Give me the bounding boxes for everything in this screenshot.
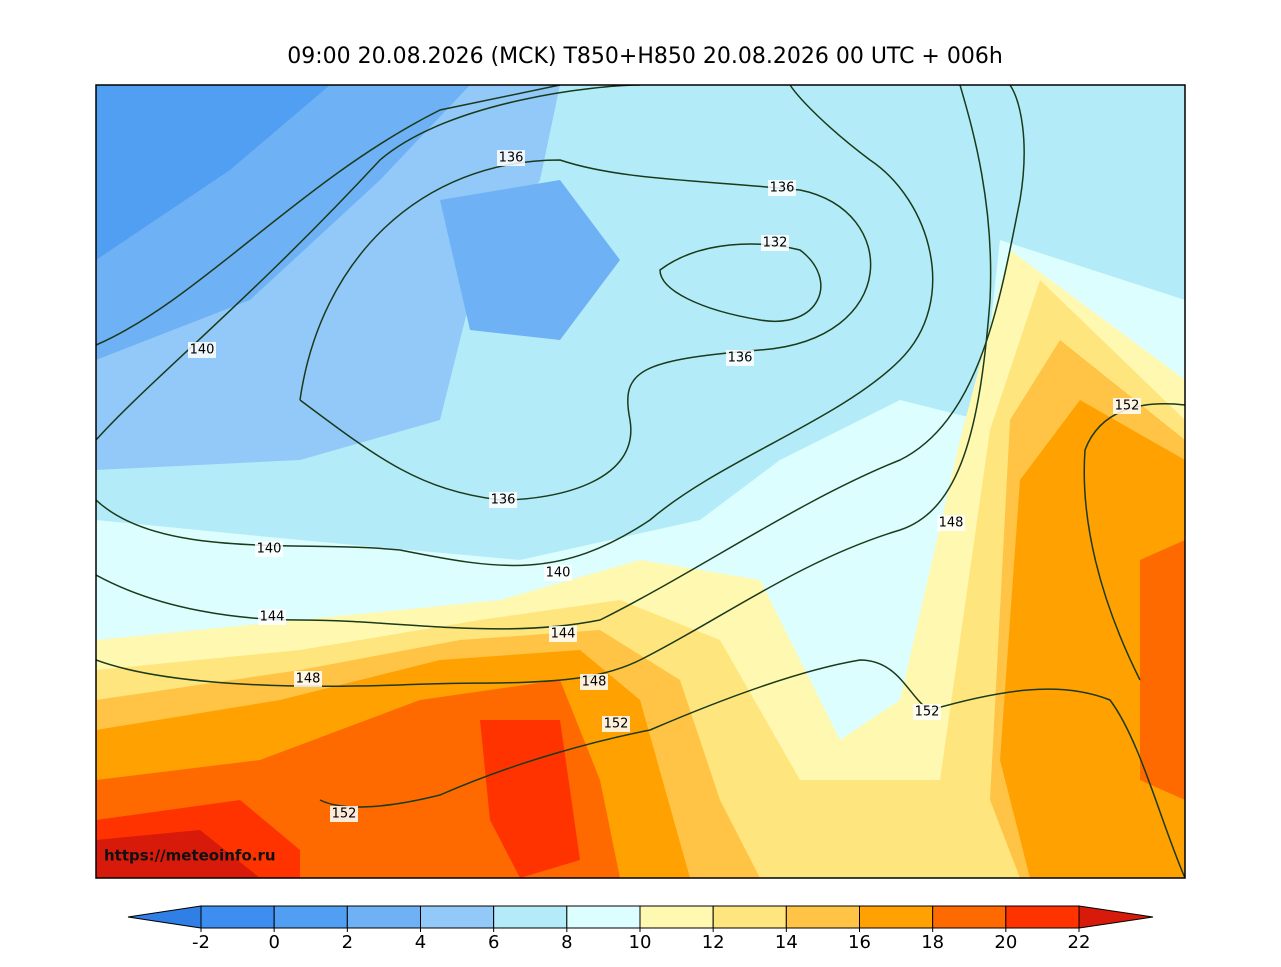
contour-label-bg [294,671,322,687]
contour-label: 152 [915,705,940,720]
contour-label-bg [913,704,941,720]
contour-label: 140 [257,542,282,557]
contour-label-bg [580,674,608,690]
contour-label-bg [602,716,630,732]
contour-label-bg [768,180,796,196]
contour-label-bg [188,342,216,358]
colorbar-tick-label: 6 [488,932,499,953]
contour-label: 144 [260,610,285,625]
colorbar-tick-label: 4 [415,932,426,953]
contour-label-bg [255,541,283,557]
contour-label: 140 [546,566,571,581]
contour-label: 140 [190,343,215,358]
contour-label: 136 [770,181,795,196]
map-field [96,85,1185,878]
colorbar-tick-label: 12 [702,932,725,953]
colorbar-bin [346,905,422,929]
colorbar-bin [566,905,641,929]
contour-label: 148 [296,672,321,687]
contour-label: 144 [551,627,576,642]
contour-label: 132 [763,236,788,251]
map-frame [95,84,1186,879]
colorbar-tick-label: 2 [342,932,353,953]
contour-label-bg [330,806,358,822]
colorbar-bin [712,905,787,929]
contour-label: 136 [491,493,516,508]
colorbar-extend-high [1078,905,1154,929]
colorbar-tick-label: 20 [994,932,1017,953]
colorbar-bin [859,905,934,929]
contour-label: 148 [939,516,964,531]
contour-label: 136 [728,351,753,366]
colorbar-tick-label: 22 [1068,932,1091,953]
contour-label-bg [544,565,572,581]
colorbar-bin [785,905,860,929]
colorbar-bin [932,905,1007,929]
contour-label: 152 [1115,399,1140,414]
colorbar-bin [420,905,495,929]
colorbar-bin [1005,905,1080,929]
colorbar-tick-label: -2 [192,932,210,953]
title: 09:00 20.08.2026 (MCK) T850+H850 20.08.2… [287,44,1003,69]
colorbar-bin [200,905,275,929]
contour-label-bg [549,626,577,642]
colorbar-tick-label: 18 [921,932,944,953]
colorbar-bin [639,905,714,929]
contour-label: 148 [582,675,607,690]
contour-label-bg [1113,398,1141,414]
source-url: https://meteoinfo.ru [104,847,276,865]
contour-labels: 140 136 136 132 136 136 140 140 144 144 148 148 148 1… [188,150,1141,822]
colorbar-tick-label: 16 [848,932,871,953]
colorbar-tick-label: 14 [775,932,798,953]
colorbar-bin [273,905,348,929]
contour-label-bg [937,515,965,531]
colorbar-bin [493,905,568,929]
contour-label-bg [497,150,525,166]
contour-label-bg [761,235,789,251]
colorbar-tick-label: 8 [561,932,572,953]
contour-label: 136 [499,151,524,166]
contour-label-bg [258,609,286,625]
colorbar: -2 0 2 4 6 8 10 12 14 16 18 20 22 [127,905,1154,953]
contour-label: 152 [332,807,357,822]
contour-label: 152 [604,717,629,732]
contour-label-bg [489,492,517,508]
colorbar-extend-low [127,905,202,929]
colorbar-tick-label: 0 [268,932,279,953]
contour-label-bg [726,350,754,366]
colorbar-tick-label: 10 [629,932,652,953]
